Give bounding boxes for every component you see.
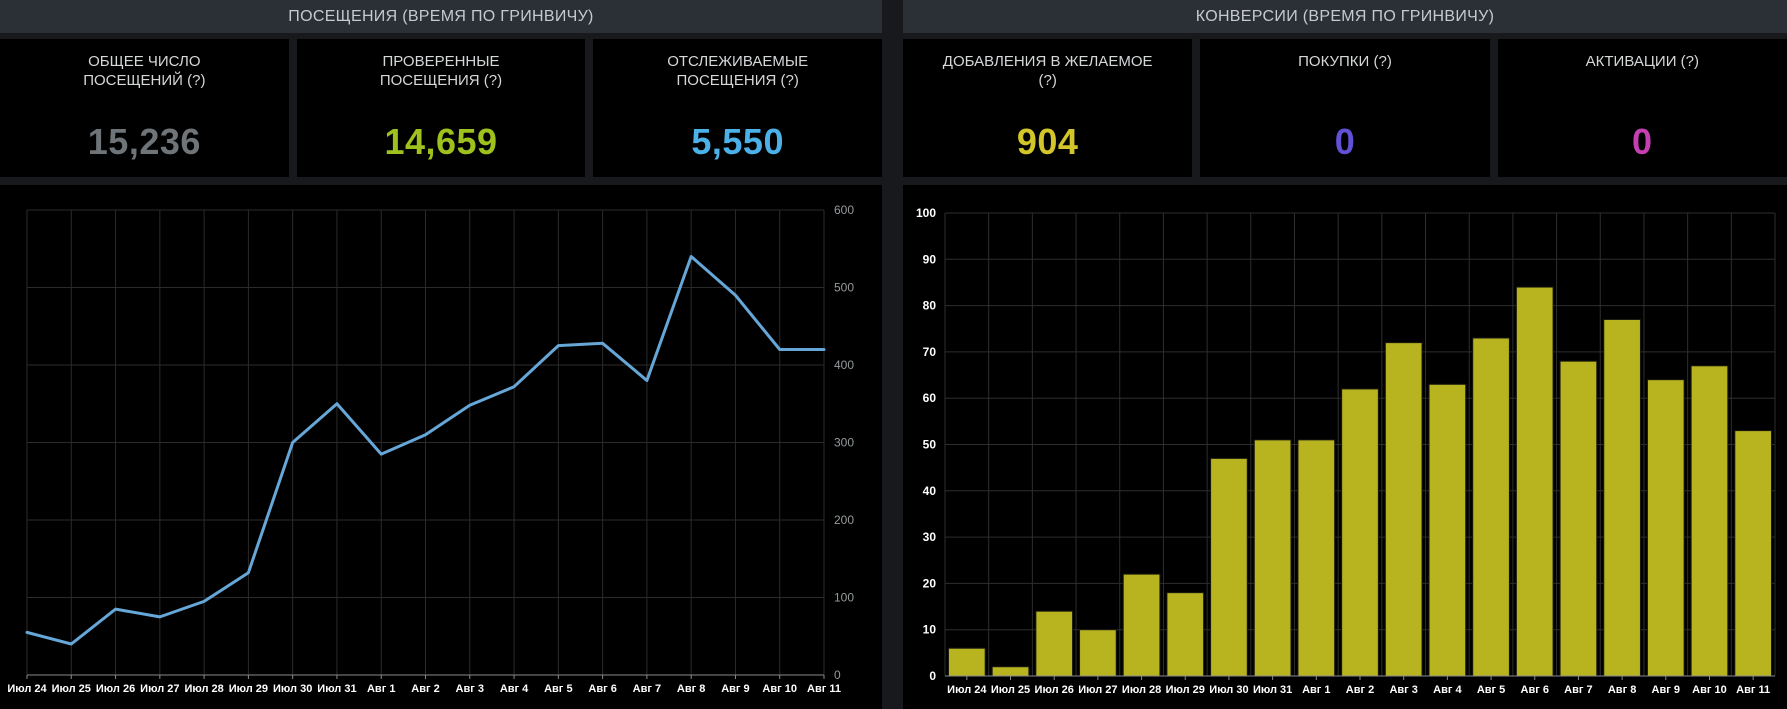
visits-panel: ПОСЕЩЕНИЯ (ВРЕМЯ ПО ГРИНВИЧУ) ОБЩЕЕ ЧИСЛ…	[0, 0, 883, 709]
stat-wishlist-adds-label: ДОБАВЛЕНИЯ В ЖЕЛАЕМОЕ (?)	[942, 53, 1153, 90]
conversions-bar-chart-svg: 0 10 20 30 40 50 60 70 80 90 100 Июл 24 Июл 25 Июл 26…	[916, 206, 1776, 696]
svg-text:Июл 28: Июл 28	[184, 683, 223, 695]
svg-text:Авг 2: Авг 2	[411, 683, 439, 695]
svg-text:Июл 30: Июл 30	[273, 683, 312, 695]
svg-text:Июл 26: Июл 26	[1035, 684, 1074, 696]
stat-wishlist-adds: ДОБАВЛЕНИЯ В ЖЕЛАЕМОЕ (?) 904	[903, 39, 1193, 177]
conversions-panel: КОНВЕРСИИ (ВРЕМЯ ПО ГРИНВИЧУ) ДОБАВЛЕНИЯ…	[903, 0, 1787, 709]
visits-title: ПОСЕЩЕНИЯ (ВРЕМЯ ПО ГРИНВИЧУ)	[288, 7, 594, 25]
svg-text:Июл 25: Июл 25	[991, 684, 1030, 696]
svg-text:100: 100	[834, 591, 854, 605]
visits-line-chart: 0 100 200 300 400 500 600 Июл 24 Июл 25 Июл 26 Июл…	[0, 185, 882, 709]
stat-purchases-label: ПОКУПКИ (?)	[1298, 53, 1392, 71]
svg-text:Июл 29: Июл 29	[1166, 684, 1205, 696]
svg-text:100: 100	[916, 206, 936, 220]
svg-text:Авг 10: Авг 10	[1692, 684, 1727, 696]
stat-activations: АКТИВАЦИИ (?) 0	[1497, 39, 1787, 177]
svg-text:60: 60	[923, 391, 937, 405]
svg-text:50: 50	[923, 438, 937, 452]
svg-text:Авг 4: Авг 4	[500, 683, 529, 695]
svg-text:Июл 26: Июл 26	[96, 683, 135, 695]
conversions-stats-row: ДОБАВЛЕНИЯ В ЖЕЛАЕМОЕ (?) 904 ПОКУПКИ (?…	[903, 39, 1787, 177]
svg-text:40: 40	[923, 484, 937, 498]
svg-text:Авг 9: Авг 9	[1652, 684, 1680, 696]
stat-total-visits-label: ОБЩЕЕ ЧИСЛО ПОСЕЩЕНИЙ (?)	[83, 53, 206, 90]
stat-total-visits: ОБЩЕЕ ЧИСЛО ПОСЕЩЕНИЙ (?) 15,236	[0, 39, 289, 177]
svg-text:30: 30	[923, 530, 937, 544]
svg-text:10: 10	[923, 623, 937, 637]
svg-text:Авг 11: Авг 11	[807, 683, 841, 695]
svg-text:Авг 10: Авг 10	[762, 683, 797, 695]
svg-text:Июл 25: Июл 25	[52, 683, 91, 695]
conversions-header: КОНВЕРСИИ (ВРЕМЯ ПО ГРИНВИЧУ)	[903, 0, 1787, 34]
svg-text:Авг 5: Авг 5	[1477, 684, 1505, 696]
svg-text:Авг 1: Авг 1	[1302, 684, 1330, 696]
svg-text:80: 80	[923, 299, 937, 313]
svg-text:Авг 2: Авг 2	[1346, 684, 1374, 696]
svg-text:300: 300	[834, 436, 854, 450]
svg-text:Июл 30: Июл 30	[1209, 684, 1248, 696]
svg-text:Авг 3: Авг 3	[1389, 684, 1417, 696]
svg-text:Июл 27: Июл 27	[1078, 684, 1117, 696]
svg-text:Авг 1: Авг 1	[367, 683, 395, 695]
svg-text:Июл 27: Июл 27	[140, 683, 179, 695]
svg-text:0: 0	[834, 668, 841, 682]
svg-text:400: 400	[834, 358, 854, 372]
stat-tracked-visits: ОТСЛЕЖИВАЕМЫЕ ПОСЕЩЕНИЯ (?) 5,550	[593, 39, 883, 177]
svg-text:Июл 29: Июл 29	[229, 683, 268, 695]
stat-purchases-value: 0	[1334, 121, 1356, 162]
stat-verified-visits: ПРОВЕРЕННЫЕ ПОСЕЩЕНИЯ (?) 14,659	[296, 39, 586, 177]
svg-text:200: 200	[834, 513, 854, 527]
svg-text:Авг 6: Авг 6	[1521, 684, 1549, 696]
svg-text:Авг 8: Авг 8	[1608, 684, 1636, 696]
stat-wishlist-adds-value: 904	[1016, 121, 1079, 162]
svg-text:Авг 11: Авг 11	[1736, 684, 1770, 696]
svg-text:Авг 9: Авг 9	[721, 683, 749, 695]
svg-text:Авг 4: Авг 4	[1433, 684, 1462, 696]
svg-text:Июл 24: Июл 24	[7, 683, 47, 695]
stat-verified-visits-value: 14,659	[384, 121, 498, 162]
stat-total-visits-value: 15,236	[87, 121, 201, 162]
svg-text:0: 0	[929, 669, 936, 683]
svg-text:Авг 6: Авг 6	[588, 683, 616, 695]
stat-purchases: ПОКУПКИ (?) 0	[1200, 39, 1490, 177]
svg-text:90: 90	[923, 252, 937, 266]
svg-text:Авг 3: Авг 3	[456, 683, 484, 695]
svg-text:Авг 5: Авг 5	[544, 683, 572, 695]
svg-text:Июл 24: Июл 24	[947, 684, 987, 696]
visits-line-chart-svg: 0 100 200 300 400 500 600 Июл 24 Июл 25 Июл 26 Июл…	[7, 203, 854, 695]
svg-text:Авг 7: Авг 7	[633, 683, 661, 695]
conversions-bar-chart: 0 10 20 30 40 50 60 70 80 90 100 Июл 24 Июл 25 Июл 26…	[903, 185, 1787, 709]
svg-text:Авг 7: Авг 7	[1564, 684, 1592, 696]
svg-text:Июл 31: Июл 31	[317, 683, 356, 695]
svg-text:Июл 31: Июл 31	[1253, 684, 1292, 696]
stat-verified-visits-label: ПРОВЕРЕННЫЕ ПОСЕЩЕНИЯ (?)	[379, 53, 503, 90]
svg-text:70: 70	[923, 345, 937, 359]
svg-text:500: 500	[834, 281, 854, 295]
stat-activations-value: 0	[1632, 121, 1653, 162]
conversions-title: КОНВЕРСИИ (ВРЕМЯ ПО ГРИНВИЧУ)	[1195, 7, 1495, 25]
stat-tracked-visits-value: 5,550	[691, 121, 784, 162]
stat-tracked-visits-label: ОТСЛЕЖИВАЕМЫЕ ПОСЕЩЕНИЯ (?)	[667, 53, 809, 90]
svg-text:20: 20	[923, 576, 937, 590]
svg-text:Авг 8: Авг 8	[677, 683, 705, 695]
svg-text:Июл 28: Июл 28	[1122, 684, 1161, 696]
stat-activations-label: АКТИВАЦИИ (?)	[1585, 53, 1699, 71]
visits-header: ПОСЕЩЕНИЯ (ВРЕМЯ ПО ГРИНВИЧУ)	[0, 0, 882, 34]
visits-stats-row: ОБЩЕЕ ЧИСЛО ПОСЕЩЕНИЙ (?) 15,236 ПРОВЕРЕ…	[0, 39, 883, 177]
svg-text:600: 600	[834, 203, 854, 217]
